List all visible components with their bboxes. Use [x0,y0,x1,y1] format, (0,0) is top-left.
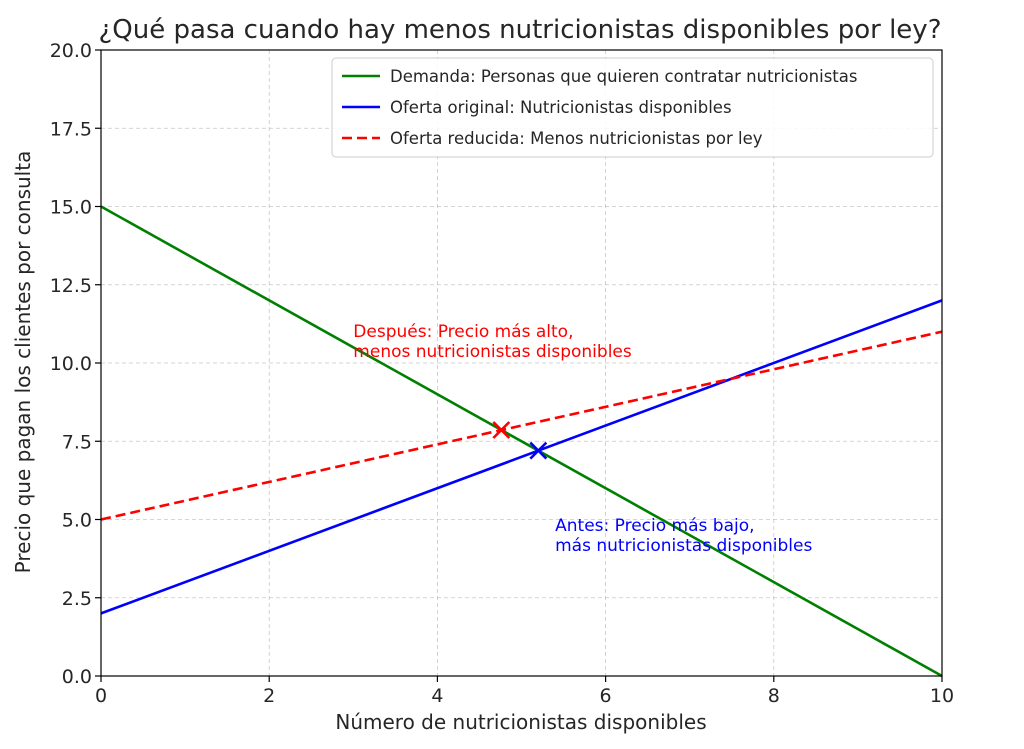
annotation-line: más nutricionistas disponibles [555,536,812,556]
chart-ticks: 0 2 4 6 8 10 0.0 2.5 5.0 7.5 10.0 12.5 15.0 17.5 20.0 [50,40,954,707]
x-tick-label: 8 [768,685,780,707]
annotation-1: Antes: Precio más bajo, más nutricionista… [555,516,812,556]
y-tick-label: 10.0 [50,353,92,375]
marker-equilibrio-nuevo [492,421,511,439]
y-tick-label: 12.5 [50,275,92,297]
annotation-line: Después: Precio más alto, [353,322,573,342]
legend-box [331,57,934,158]
annotation-line: menos nutricionistas disponibles [353,342,632,362]
series-line-oferta-original [100,299,943,615]
annotation-line: Antes: Precio más bajo, [555,516,754,536]
chart-series [100,205,943,678]
y-tick-label: 5.0 [62,510,92,532]
y-tick-label: 2.5 [62,588,92,610]
legend-label-oferta-original: Oferta original: Nutricionistas disponib… [390,98,732,117]
chart-title: ¿Qué pasa cuando hay menos nutricionista… [99,15,942,45]
y-tick-label: 0.0 [62,666,92,688]
x-tick-label: 6 [600,685,612,707]
annotation-0: Después: Precio más alto, menos nutricion… [353,322,632,362]
y-axis-label: Precio que pagan los clientes por consul… [11,151,35,574]
x-tick-label: 0 [95,685,107,707]
marker-equilibrio-original [529,441,548,460]
series-line-demanda [100,205,943,678]
legend-label-demanda: Demanda: Personas que quieren contratar … [390,67,857,86]
chart-markers [492,421,548,460]
y-tick-label: 20.0 [50,40,92,62]
y-tick-label: 17.5 [50,118,92,140]
y-tick-label: 15.0 [50,197,92,219]
y-tick-label: 7.5 [62,431,92,453]
legend-label-oferta-reducida: Oferta reducida: Menos nutricionistas po… [390,129,763,148]
x-axis-label: Número de nutricionistas disponibles [335,710,706,734]
series-line-oferta-reducida [100,330,943,521]
marker-stroke [529,441,548,460]
x-tick-label: 10 [930,685,954,707]
chart-legend: Demanda: Personas que quieren contratar … [331,57,934,158]
x-tick-label: 4 [431,685,443,707]
x-tick-label: 2 [263,685,275,707]
chart-annotations: Después: Precio más alto, menos nutricion… [353,322,812,556]
marker-stroke [492,421,511,439]
